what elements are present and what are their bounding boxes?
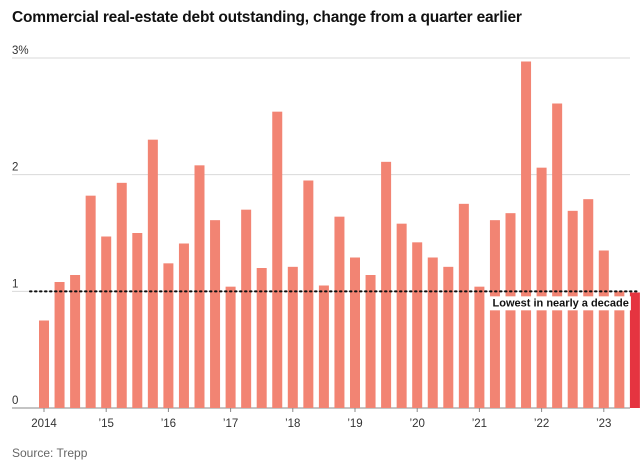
- bar: [474, 286, 485, 408]
- bar: [458, 203, 469, 408]
- bar: [598, 250, 609, 408]
- y-tick-label: 1: [12, 278, 18, 290]
- x-axis-ticks: 2014 ’15 ’16 ’17 ’18 ’19 ’20 ’21 ’22 ’23: [31, 408, 611, 430]
- bar: [272, 111, 283, 409]
- x-tick-label: ’17: [223, 418, 238, 430]
- bar: [303, 180, 314, 408]
- bar: [443, 266, 454, 408]
- bar: [116, 182, 127, 408]
- bar: [318, 285, 329, 408]
- bar: [241, 209, 252, 408]
- bar: [427, 257, 438, 408]
- x-tick-label: ’21: [472, 418, 487, 430]
- bar: [163, 263, 174, 408]
- bar: [614, 291, 625, 408]
- bar: [365, 275, 376, 408]
- chart-title: Commercial real-estate debt outstanding,…: [12, 9, 522, 26]
- bar: [350, 257, 360, 408]
- bar: [521, 61, 532, 408]
- bar: [85, 195, 96, 408]
- x-tick-label: 2014: [31, 418, 57, 430]
- bar: [412, 242, 423, 408]
- bar-highlight: [629, 292, 640, 408]
- x-tick-label: ’20: [410, 418, 425, 430]
- y-tick-label: 0: [12, 395, 18, 407]
- bar: [287, 266, 298, 408]
- bar: [396, 223, 407, 408]
- bar: [39, 320, 49, 408]
- bar: [70, 275, 81, 408]
- x-tick-label: ’15: [99, 418, 114, 430]
- source-note: Source: Trepp: [12, 446, 88, 460]
- bar: [101, 236, 112, 408]
- y-tick-label: 2: [12, 162, 18, 174]
- bar: [505, 213, 516, 408]
- bar: [132, 233, 143, 408]
- x-tick-label: ’16: [161, 418, 176, 430]
- bar: [334, 216, 345, 408]
- bar: [536, 167, 547, 408]
- bar: [489, 220, 500, 408]
- bar: [54, 282, 65, 408]
- x-tick-label: ’22: [534, 418, 549, 430]
- bars: [39, 61, 640, 409]
- reference-line-label: Lowest in nearly a decade: [493, 297, 629, 309]
- y-tick-label: 3%: [12, 45, 29, 57]
- bar: [147, 139, 158, 408]
- x-tick-label: ’18: [285, 418, 300, 430]
- bar: [381, 161, 392, 408]
- reference-line: Lowest in nearly a decade: [29, 290, 641, 311]
- bar-chart: 0 1 2 3% 2014 ’15 ’16 ’17 ’18 ’19 ’20 ’21 ’22 ’23 Lo…: [12, 45, 641, 430]
- bar: [178, 243, 189, 408]
- bar: [552, 103, 563, 408]
- x-tick-label: ’19: [347, 418, 362, 430]
- reference-label-background: [489, 296, 631, 311]
- bar: [210, 220, 221, 408]
- x-tick-label: ’23: [596, 418, 611, 430]
- bar: [225, 286, 236, 408]
- bar: [194, 165, 205, 408]
- bar: [256, 268, 267, 408]
